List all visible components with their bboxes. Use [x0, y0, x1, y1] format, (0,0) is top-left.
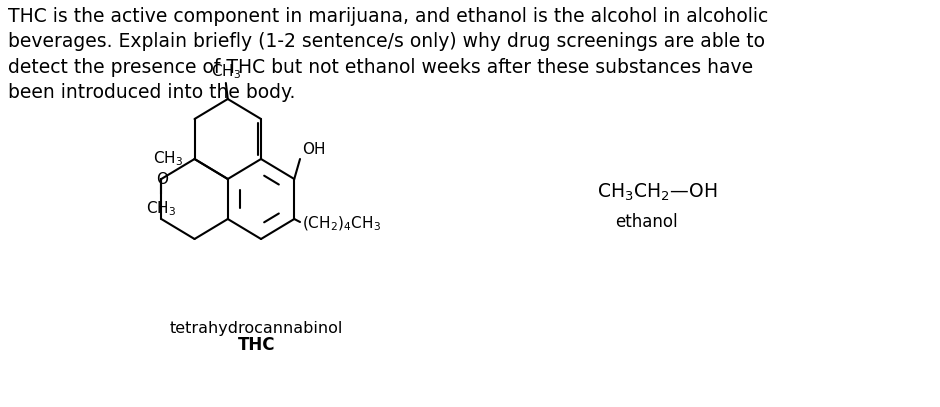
Text: tetrahydrocannabinol: tetrahydrocannabinol: [169, 322, 343, 337]
Text: O: O: [156, 171, 168, 186]
Text: THC is the active component in marijuana, and ethanol is the alcohol in alcoholi: THC is the active component in marijuana…: [8, 7, 768, 102]
Text: (CH$_2$)$_4$CH$_3$: (CH$_2$)$_4$CH$_3$: [302, 215, 381, 233]
Text: CH$_3$CH$_2$—OH: CH$_3$CH$_2$—OH: [597, 182, 717, 203]
Text: ethanol: ethanol: [616, 213, 678, 231]
Text: CH$_3$: CH$_3$: [211, 62, 241, 81]
Text: CH$_3$: CH$_3$: [153, 150, 183, 168]
Text: THC: THC: [238, 336, 275, 354]
Text: OH: OH: [302, 142, 325, 157]
Text: CH$_3$: CH$_3$: [147, 199, 177, 218]
